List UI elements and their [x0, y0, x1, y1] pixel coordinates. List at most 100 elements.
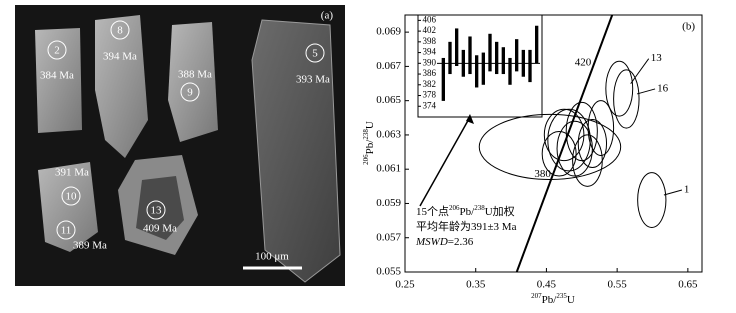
leader-line: [663, 189, 683, 196]
age-label: 388 Ma: [178, 69, 212, 81]
inset-tick-label: 382: [423, 79, 437, 89]
panel-label: (a): [321, 10, 334, 22]
age-tick-label: 420: [575, 57, 592, 69]
spot-circle: [47, 40, 67, 60]
spot-label: 8: [117, 25, 123, 37]
spot-circle: [56, 220, 76, 240]
label-part: Pb/: [542, 294, 558, 306]
inset-tick-label: 394: [423, 47, 437, 57]
spot-circle: [146, 200, 166, 220]
spot-label: 11: [61, 225, 72, 237]
age-bar: [455, 28, 459, 67]
grain: [38, 162, 98, 252]
error-ellipse: [577, 119, 608, 168]
age-bar: [448, 41, 452, 75]
plot-frame: [404, 14, 703, 273]
rich-label: 平均年龄为391±3 Ma: [416, 219, 517, 233]
grain-core: [136, 176, 184, 240]
y-tick-label: 0.069: [376, 26, 401, 38]
inset-tick-label: 378: [423, 90, 437, 100]
label-part: U: [364, 121, 376, 129]
age-bar: [501, 47, 505, 75]
error-ellipse: [637, 172, 667, 228]
age-bar: [475, 55, 479, 88]
inset-tick-label: 406: [423, 14, 437, 24]
spot-label: 5: [312, 48, 318, 60]
age-tick-label: 380: [534, 168, 551, 180]
concordia-chart: (b) 0.25 0.35 0.45 0.55 0.65 0.055 0.057 0.059 0…: [376, 14, 703, 291]
x-tick-label: 0.45: [537, 279, 557, 291]
label-part: 206: [362, 154, 370, 165]
age-bar: [495, 41, 499, 75]
x-tick-label: 0.65: [678, 279, 698, 291]
ellipse-label: 13: [651, 52, 663, 64]
ellipse-label: 16: [657, 82, 669, 94]
scale-label: 100 μm: [255, 251, 289, 263]
spot-circle: [305, 43, 325, 63]
arrow: [419, 116, 471, 207]
label-part: 235: [556, 292, 567, 300]
label-part: 206: [449, 204, 460, 212]
spot-circle: [61, 186, 81, 206]
y-tick-label: 0.067: [376, 60, 401, 72]
error-ellipse: [541, 131, 577, 177]
panel-label: (b): [682, 21, 695, 33]
spot-circle: [110, 20, 130, 40]
age-label: 384 Ma: [40, 70, 74, 82]
spot-label: 9: [187, 87, 193, 99]
label-part: 207: [531, 292, 542, 300]
rich-label: MSWD=2.36: [415, 236, 474, 248]
grain: [35, 28, 82, 133]
x-tick-label: 0.55: [608, 279, 628, 291]
grain: [95, 15, 148, 158]
cl-image: 100 μm (a): [15, 5, 345, 286]
age-bar: [441, 57, 445, 101]
age-label: 394 Ma: [103, 51, 137, 63]
leader-line: [636, 88, 656, 95]
y-tick-label: 0.065: [376, 94, 401, 106]
age-bar: [481, 52, 485, 85]
inset-tick-label: 390: [423, 57, 437, 67]
y-tick-label: 0.061: [376, 163, 401, 175]
spot-label: 13: [151, 205, 163, 217]
error-ellipse: [605, 60, 634, 117]
age-bar: [535, 25, 539, 64]
error-ellipse: [565, 101, 598, 162]
spot-label: 10: [66, 191, 78, 203]
inset-tick-label: 386: [423, 68, 437, 78]
y-tick-label: 0.057: [376, 231, 401, 243]
label-part: U加权: [485, 205, 515, 218]
label-part: 238: [474, 204, 485, 212]
leader-line: [630, 58, 650, 84]
age-label: 389 Ma: [73, 240, 107, 252]
label-part: 15个点: [416, 205, 449, 218]
y-tick-label: 0.059: [376, 197, 401, 209]
rich-label: 207Pb/235U: [531, 292, 575, 306]
grain: [251, 19, 341, 283]
grain: [168, 22, 218, 142]
label-part: 平均年龄为391±3 Ma: [416, 219, 517, 233]
concordia-curve: [515, 14, 614, 273]
error-ellipse: [547, 108, 591, 172]
age-bar: [508, 57, 512, 85]
y-tick-label: 0.055: [376, 266, 401, 278]
error-ellipse: [572, 134, 603, 187]
label-part: Pb/: [460, 206, 476, 218]
age-bar: [515, 39, 519, 72]
arrow-head: [466, 114, 474, 124]
age-label: 393 Ma: [296, 74, 330, 86]
spot-label: 2: [54, 45, 60, 57]
label-part: Pb/: [364, 139, 376, 155]
rich-label: 206Pb/238U: [362, 121, 376, 165]
age-bar: [468, 36, 472, 75]
age-label: 391 Ma: [55, 167, 89, 179]
inset-tick-label: 398: [423, 36, 437, 46]
error-ellipse: [543, 108, 585, 162]
label-part: MSWD: [415, 236, 448, 248]
ellipse-label: 1: [684, 184, 690, 196]
age-label: 409 Ma: [143, 223, 177, 235]
label-part: 238: [362, 129, 370, 140]
error-ellipse: [587, 100, 615, 156]
inset-tick-label: 374: [423, 100, 437, 110]
spot-circle: [180, 82, 200, 102]
